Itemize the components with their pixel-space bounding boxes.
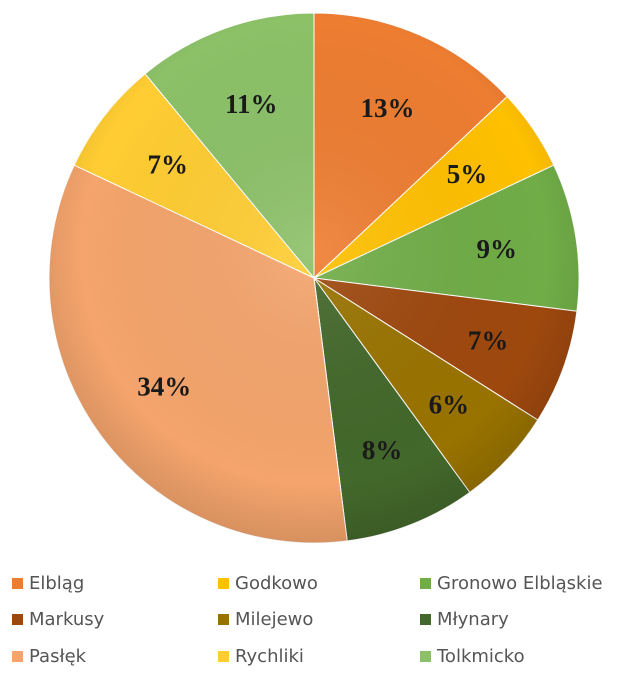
legend-label: Elbląg (29, 572, 85, 594)
slice-label: 6% (429, 390, 470, 420)
legend-swatch (420, 650, 431, 662)
legend-item: Gronowo Elbląskie (420, 568, 603, 598)
slice-label: 7% (148, 150, 189, 180)
legend-item: Elbląg (12, 568, 84, 598)
legend-label: Godkowo (235, 572, 318, 594)
pie-slices (48, 12, 580, 544)
legend-item: Tolkmicko (420, 641, 525, 671)
legend-label: Milejewo (235, 608, 314, 630)
pie-slice-labels: 13% 5% 9% 7% 6% 8% 34% 7% 11% (137, 89, 517, 465)
legend-label: Gronowo Elbląskie (437, 572, 603, 594)
legend-label: Młynary (437, 608, 509, 630)
slice-label: 5% (447, 159, 488, 189)
legend-swatch (12, 613, 23, 625)
legend-item: Milejewo (218, 604, 313, 634)
slice-label: 7% (468, 326, 509, 356)
slice-label: 11% (225, 89, 278, 119)
slice-label: 9% (476, 234, 517, 264)
legend-swatch (218, 650, 229, 662)
legend: Elbląg Godkowo Gronowo Elbląskie Markusy Mil… (0, 566, 627, 686)
legend-swatch (12, 577, 23, 589)
legend-swatch (420, 577, 431, 589)
legend-label: Rychliki (235, 645, 304, 667)
slice-label: 34% (137, 372, 191, 402)
legend-item: Markusy (12, 604, 104, 634)
legend-item: Godkowo (218, 568, 318, 598)
legend-item: Pasłęk (12, 641, 86, 671)
slice-label: 13% (361, 93, 415, 123)
legend-label: Pasłęk (29, 645, 87, 667)
pie-plot: 13% 5% 9% 7% 6% 8% 34% 7% 11% (48, 12, 580, 544)
slice-label: 8% (362, 435, 403, 465)
legend-swatch (12, 650, 23, 662)
legend-label: Markusy (29, 608, 105, 630)
legend-item: Młynary (420, 604, 509, 634)
legend-swatch (420, 613, 431, 625)
legend-swatch (218, 577, 229, 589)
legend-swatch (218, 613, 229, 625)
legend-label: Tolkmicko (437, 645, 525, 667)
legend-item: Rychliki (218, 641, 304, 671)
